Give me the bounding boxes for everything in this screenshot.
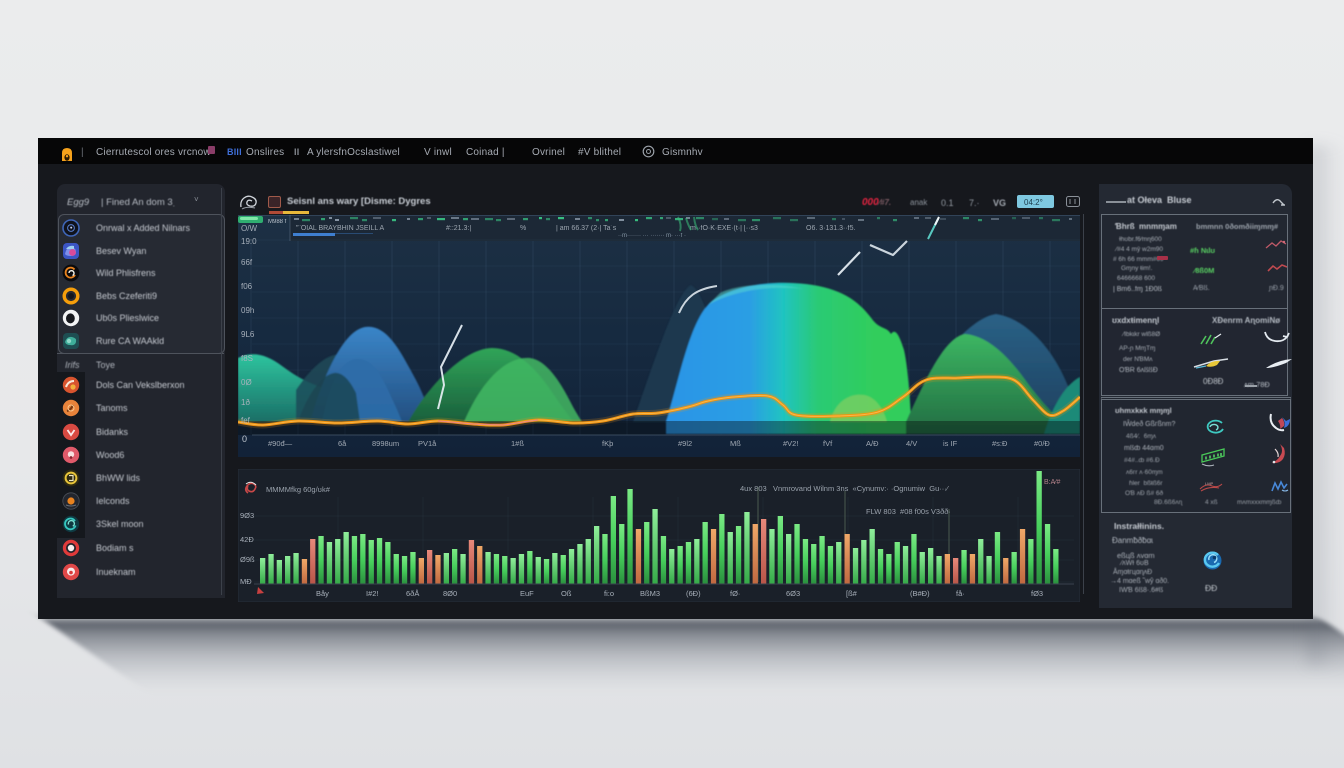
svg-text:få·: få·: [956, 589, 965, 598]
svg-text:#s:Ð: #s:Ð: [992, 439, 1008, 448]
svg-text:PV1å: PV1å: [418, 439, 437, 448]
svg-text:8Ø0: 8Ø0: [443, 589, 457, 598]
svg-text:B:A⁄#: B:A⁄#: [1044, 479, 1060, 486]
svg-text:M988 f: M988 f: [268, 219, 287, 225]
svg-text:Mß: Mß: [730, 439, 741, 448]
svg-text:42Ð: 42Ð: [240, 535, 254, 544]
svg-text:| am 66.37 (2·| Ta´s: | am 66.37 (2·| Ta´s: [556, 225, 617, 232]
svg-text:f06: f06: [241, 282, 253, 291]
svg-text:4/V: 4/V: [906, 439, 917, 448]
svg-text:f8S: f8S: [241, 354, 253, 363]
svg-text:fØ·: fØ·: [730, 589, 740, 598]
svg-text:1ð: 1ð: [241, 398, 250, 407]
svg-text:09h: 09h: [241, 306, 254, 315]
svg-text:m··fO·K·EXE·(t·| [··s3: m··fO·K·EXE·(t·| [··s3: [690, 225, 758, 232]
svg-text:fØ3: fØ3: [1031, 589, 1043, 598]
svg-text:I#2!: I#2!: [366, 589, 379, 598]
svg-text:9Ø3: 9Ø3: [240, 511, 254, 520]
svg-text:Ø9ß: Ø9ß: [240, 555, 255, 564]
svg-text:FLW 803 #08 f00s V3ðð·: FLW 803 #08 f00s V3ðð·: [866, 507, 951, 516]
svg-text:9L6: 9L6: [241, 330, 255, 339]
svg-text:[ß#: [ß#: [846, 589, 858, 598]
svg-text:O6. 3·131.3··f5.: O6. 3·131.3··f5.: [806, 225, 855, 232]
svg-text:6ðÅ: 6ðÅ: [406, 589, 419, 598]
svg-text:LMP: LMP: [1205, 481, 1214, 486]
svg-text:#V2!: #V2!: [783, 439, 798, 448]
svg-text:"ˆOIAL BRAYBHIN JSEILL A: "ˆOIAL BRAYBHIN JSEILL A: [296, 225, 385, 232]
svg-text:0: 0: [242, 434, 247, 444]
svg-text:0Ø: 0Ø: [241, 378, 252, 387]
svg-text:(B#Ð): (B#Ð): [910, 589, 930, 598]
svg-text:Båy: Båy: [316, 589, 329, 598]
svg-text:6Ø3: 6Ø3: [786, 589, 800, 598]
svg-text:fKþ: fKþ: [602, 439, 613, 448]
svg-text:#::21.3:|: #::21.3:|: [446, 225, 471, 232]
svg-text:6å: 6å: [338, 439, 347, 448]
svg-text:EuF: EuF: [520, 589, 534, 598]
svg-text:Oß: Oß: [561, 589, 572, 598]
svg-text:MÐ: MÐ: [240, 577, 252, 586]
svg-text:A/Ð: A/Ð: [866, 439, 879, 448]
svg-text:fef: fef: [241, 416, 251, 425]
svg-text:is IF: is IF: [943, 439, 958, 448]
svg-text:1#ß: 1#ß: [511, 439, 524, 448]
svg-text:O/W: O/W: [241, 224, 257, 233]
svg-text:19:0: 19:0: [241, 237, 257, 246]
svg-text:66f: 66f: [241, 258, 253, 267]
svg-text:(6Ð): (6Ð): [686, 589, 701, 598]
svg-text:%: %: [520, 225, 526, 232]
svg-text:··m······· ··· ······· m· ···: ··m······· ··· ······· m· ···f ·: [618, 233, 686, 239]
svg-text:#90đ—: #90đ—: [268, 439, 293, 448]
svg-text:MMMMfkg 60g/ʊk#: MMMMfkg 60g/ʊk#: [266, 485, 331, 494]
svg-text:8998um: 8998um: [372, 439, 399, 448]
svg-text:BßM3: BßM3: [640, 589, 660, 598]
svg-text:4ux 803 Vnmrovand Wilnm 3ns: 4ux 803 Vnmrovand Wilnm 3ns «Cynumv:· ·O…: [740, 484, 950, 493]
svg-text:#9l2: #9l2: [678, 439, 692, 448]
svg-text:fi:o: fi:o: [604, 589, 614, 598]
svg-text:#0/Ð: #0/Ð: [1034, 439, 1050, 448]
svg-text:fVf: fVf: [823, 439, 833, 448]
